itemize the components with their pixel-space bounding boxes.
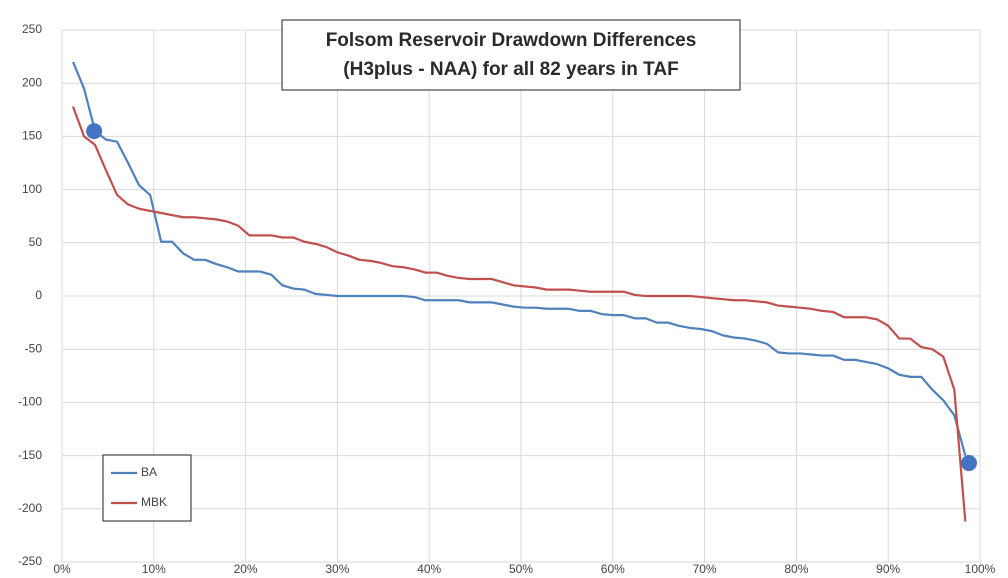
data-line — [71, 106, 967, 522]
x-tick-label: 50% — [509, 562, 533, 576]
legend-label: MBK — [141, 495, 167, 509]
title-box — [281, 19, 741, 91]
x-tick-label: 20% — [234, 562, 258, 576]
y-tick-label: 50 — [29, 235, 43, 249]
y-tick-label: 150 — [22, 129, 42, 143]
y-tick-label: 250 — [22, 22, 42, 36]
y-tick-label: 200 — [22, 75, 42, 89]
x-tick-label: 100% — [965, 562, 996, 576]
chart-title: (H3plus - NAA) for all 82 years in TAF — [343, 59, 678, 80]
y-tick-label: 0 — [35, 288, 42, 302]
x-tick-label: 80% — [784, 562, 808, 576]
y-tick-label: -150 — [18, 448, 42, 462]
highlight-point — [960, 455, 977, 472]
x-tick-label: 70% — [693, 562, 717, 576]
chart-title: Folsom Reservoir Drawdown Differences — [326, 30, 697, 51]
y-tick-label: 100 — [22, 182, 42, 196]
x-tick-label: 40% — [417, 562, 441, 576]
x-tick-label: 90% — [876, 562, 900, 576]
x-tick-label: 0% — [53, 562, 71, 576]
y-tick-label: -50 — [25, 341, 43, 355]
legend-label: BA — [141, 465, 157, 479]
data-line — [71, 61, 967, 456]
y-tick-label: -200 — [18, 501, 42, 515]
y-tick-label: -250 — [18, 554, 42, 568]
x-tick-label: 10% — [142, 562, 166, 576]
x-tick-label: 60% — [601, 562, 625, 576]
x-tick-label: 30% — [325, 562, 349, 576]
y-tick-label: -100 — [18, 395, 42, 409]
highlight-point — [86, 123, 103, 140]
legend-box — [102, 454, 192, 522]
